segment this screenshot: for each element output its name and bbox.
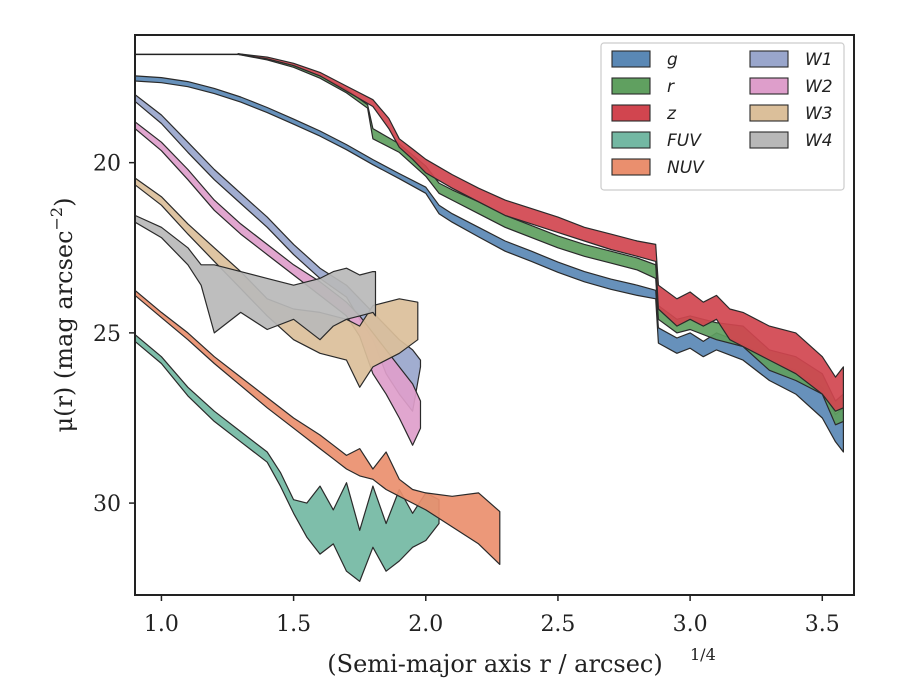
legend-swatch-fuv	[611, 131, 651, 149]
x-tick-label: 3.0	[673, 612, 708, 637]
x-axis-label-exponent: 1/4	[690, 645, 716, 664]
y-axis-ticks: 20 25 30	[93, 152, 135, 517]
y-tick-label: 20	[93, 152, 121, 177]
legend-label-w1: W1	[805, 50, 833, 70]
y-tick-label: 30	[93, 492, 121, 517]
series-band-r	[237, 53, 844, 426]
series-band-w4	[135, 214, 377, 341]
x-axis-label: (Semi-major axis r / arcsec)	[327, 650, 662, 678]
x-tick-label: 1.5	[276, 612, 311, 637]
plot-frame	[134, 34, 855, 596]
y-axis-label-group: μ(r) (mag arcsec−2)	[47, 198, 78, 433]
legend-label-r: r	[667, 77, 675, 97]
x-tick-label: 2.5	[540, 612, 575, 637]
legend-label-w4: W4	[805, 131, 833, 151]
legend-label-fuv: FUV	[667, 131, 702, 151]
legend-label-w3: W3	[805, 104, 833, 124]
legend-swatch-nuv	[611, 158, 651, 176]
series-band-nuv	[135, 289, 501, 565]
series-band-w2	[135, 121, 422, 446]
legend-label-g: g	[667, 50, 678, 70]
legend-swatch-g	[611, 50, 651, 68]
legend-swatch-w1	[749, 50, 789, 68]
x-tick-label: 2.0	[408, 612, 443, 637]
legend-label-z: z	[666, 104, 677, 124]
series-group	[135, 53, 844, 582]
series-layer	[135, 53, 844, 582]
x-tick-label: 1.0	[144, 612, 179, 637]
legend-swatch-w3	[749, 104, 789, 122]
y-axis-label: μ(r) (mag arcsec−2)	[47, 198, 78, 433]
legend-label-w2: W2	[805, 77, 833, 97]
x-tick-label: 3.5	[805, 612, 840, 637]
legend-swatch-r	[611, 77, 651, 95]
legend-swatch-z	[611, 104, 651, 122]
series-band-fuv	[135, 334, 440, 582]
series-band-z	[237, 53, 844, 412]
x-axis-ticks: 1.0 1.5 2.0 2.5 3.0 3.5	[144, 595, 840, 637]
legend-swatch-w4	[749, 131, 789, 149]
y-tick-label: 25	[93, 322, 121, 347]
legend: grz FUV NUV W1 W2 W3 W4	[600, 42, 845, 191]
legend-label-nuv: NUV	[667, 158, 705, 178]
legend-swatch-w2	[749, 77, 789, 95]
series-band-g	[135, 75, 844, 453]
